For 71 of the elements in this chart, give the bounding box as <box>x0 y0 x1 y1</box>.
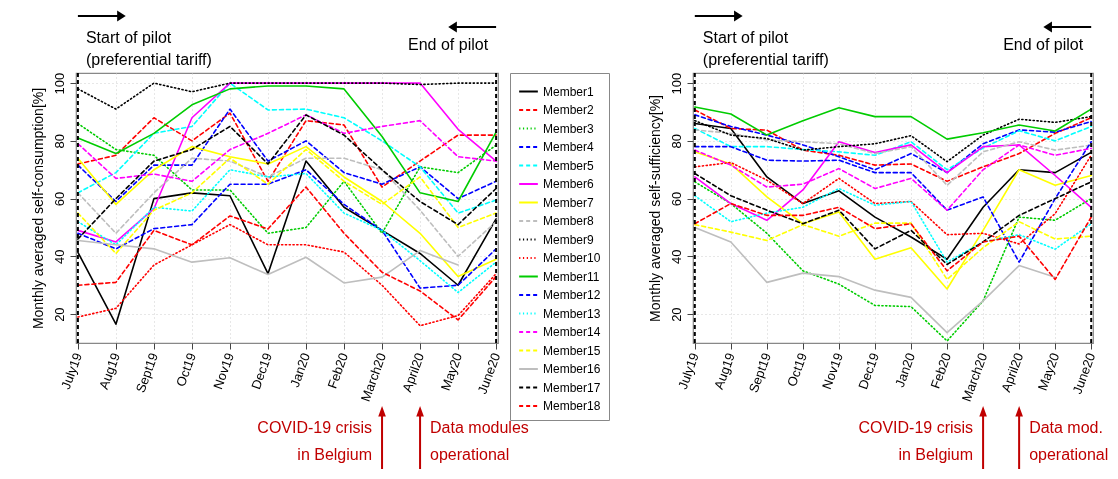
text: Data modules operational <box>430 419 529 463</box>
x-tick-label: July19 <box>58 350 85 392</box>
x-tick-label: Dec19 <box>248 350 276 392</box>
x-tick-label: Nov19 <box>210 350 238 392</box>
line-series <box>694 109 1092 183</box>
text: Start of pilot (preferential tariff) <box>702 29 829 68</box>
y-axis-title: Monthly averaged self-consumption[%] <box>29 87 46 330</box>
y-tick-label: 100 <box>668 72 684 95</box>
line-series <box>694 187 1092 263</box>
line-series <box>694 226 1056 334</box>
legend-label: Member7 <box>543 195 595 210</box>
legend-label: Member5 <box>543 158 595 173</box>
y-tick-label: 80 <box>668 134 684 149</box>
legend-label: Member14 <box>543 325 601 339</box>
x-tick-label: Jan20 <box>891 350 919 390</box>
legend-label: Member4 <box>543 140 595 154</box>
legend-label: Member1 <box>543 84 595 99</box>
y-tick-label: 100 <box>51 72 67 95</box>
legend-label: Member15 <box>543 343 601 358</box>
y-tick-label: 60 <box>668 191 684 207</box>
text: Data mod. operational <box>1029 419 1109 463</box>
legend-label: Member17 <box>543 380 601 395</box>
x-tick-label: Aug19 <box>96 350 123 392</box>
text: COVID-19 crisis in Belgium <box>858 419 974 463</box>
x-tick-label: Feb20 <box>927 350 955 391</box>
y-tick-label: 20 <box>51 307 67 322</box>
line-series <box>77 239 459 284</box>
x-tick-label: May20 <box>1034 350 1063 393</box>
y-tick-label: 40 <box>668 249 684 265</box>
x-tick-label: April20 <box>399 350 428 394</box>
legend-label: Member16 <box>543 362 601 376</box>
legend-label: Member6 <box>543 177 595 191</box>
y-tick-label: 60 <box>51 191 67 207</box>
legend-label: Member18 <box>543 399 601 413</box>
x-tick-label: Sept19 <box>132 350 162 395</box>
line-series <box>694 140 1092 222</box>
line-series <box>77 108 497 203</box>
x-tick-label: Feb20 <box>324 350 352 391</box>
y-axis-title: Monthly averaged self-sufficiency[%] <box>646 95 663 322</box>
x-tick-label: Nov19 <box>819 350 847 392</box>
x-tick-label: June20 <box>1069 350 1099 396</box>
line-series <box>77 145 497 278</box>
line-series <box>694 181 1092 342</box>
y-tick-label: 20 <box>668 307 684 322</box>
x-tick-label: June20 <box>474 350 504 396</box>
x-tick-label: Dec19 <box>855 350 883 392</box>
legend-label: Member3 <box>543 121 595 136</box>
legend-label: Member8 <box>543 214 595 228</box>
y-tick-label: 80 <box>51 134 67 149</box>
legend-label: Member13 <box>543 306 601 321</box>
line-series <box>694 151 1092 290</box>
line-series <box>694 106 1092 140</box>
y-tick-label: 40 <box>51 249 67 265</box>
x-tick-label: Oct19 <box>173 350 200 389</box>
text: COVID-19 crisis in Belgium <box>257 419 373 463</box>
text: End of pilot <box>408 36 489 53</box>
x-tick-label: Oct19 <box>784 350 810 389</box>
legend-label: Member12 <box>543 288 601 302</box>
x-tick-label: Aug19 <box>710 350 738 392</box>
x-tick-label: Sept19 <box>745 350 774 395</box>
legend-label: Member11 <box>543 269 600 284</box>
x-tick-label: May20 <box>437 350 466 393</box>
x-tick-label: Jan20 <box>286 350 314 390</box>
legend-label: Member9 <box>543 232 595 247</box>
x-tick-label: April20 <box>998 350 1027 394</box>
legend-label: Member10 <box>543 251 601 265</box>
x-tick-label: July19 <box>674 350 702 392</box>
legend-label: Member2 <box>543 103 595 117</box>
line-series <box>694 125 1092 171</box>
text: Start of pilot (preferential tariff) <box>85 29 212 68</box>
text: End of pilot <box>1003 36 1084 53</box>
